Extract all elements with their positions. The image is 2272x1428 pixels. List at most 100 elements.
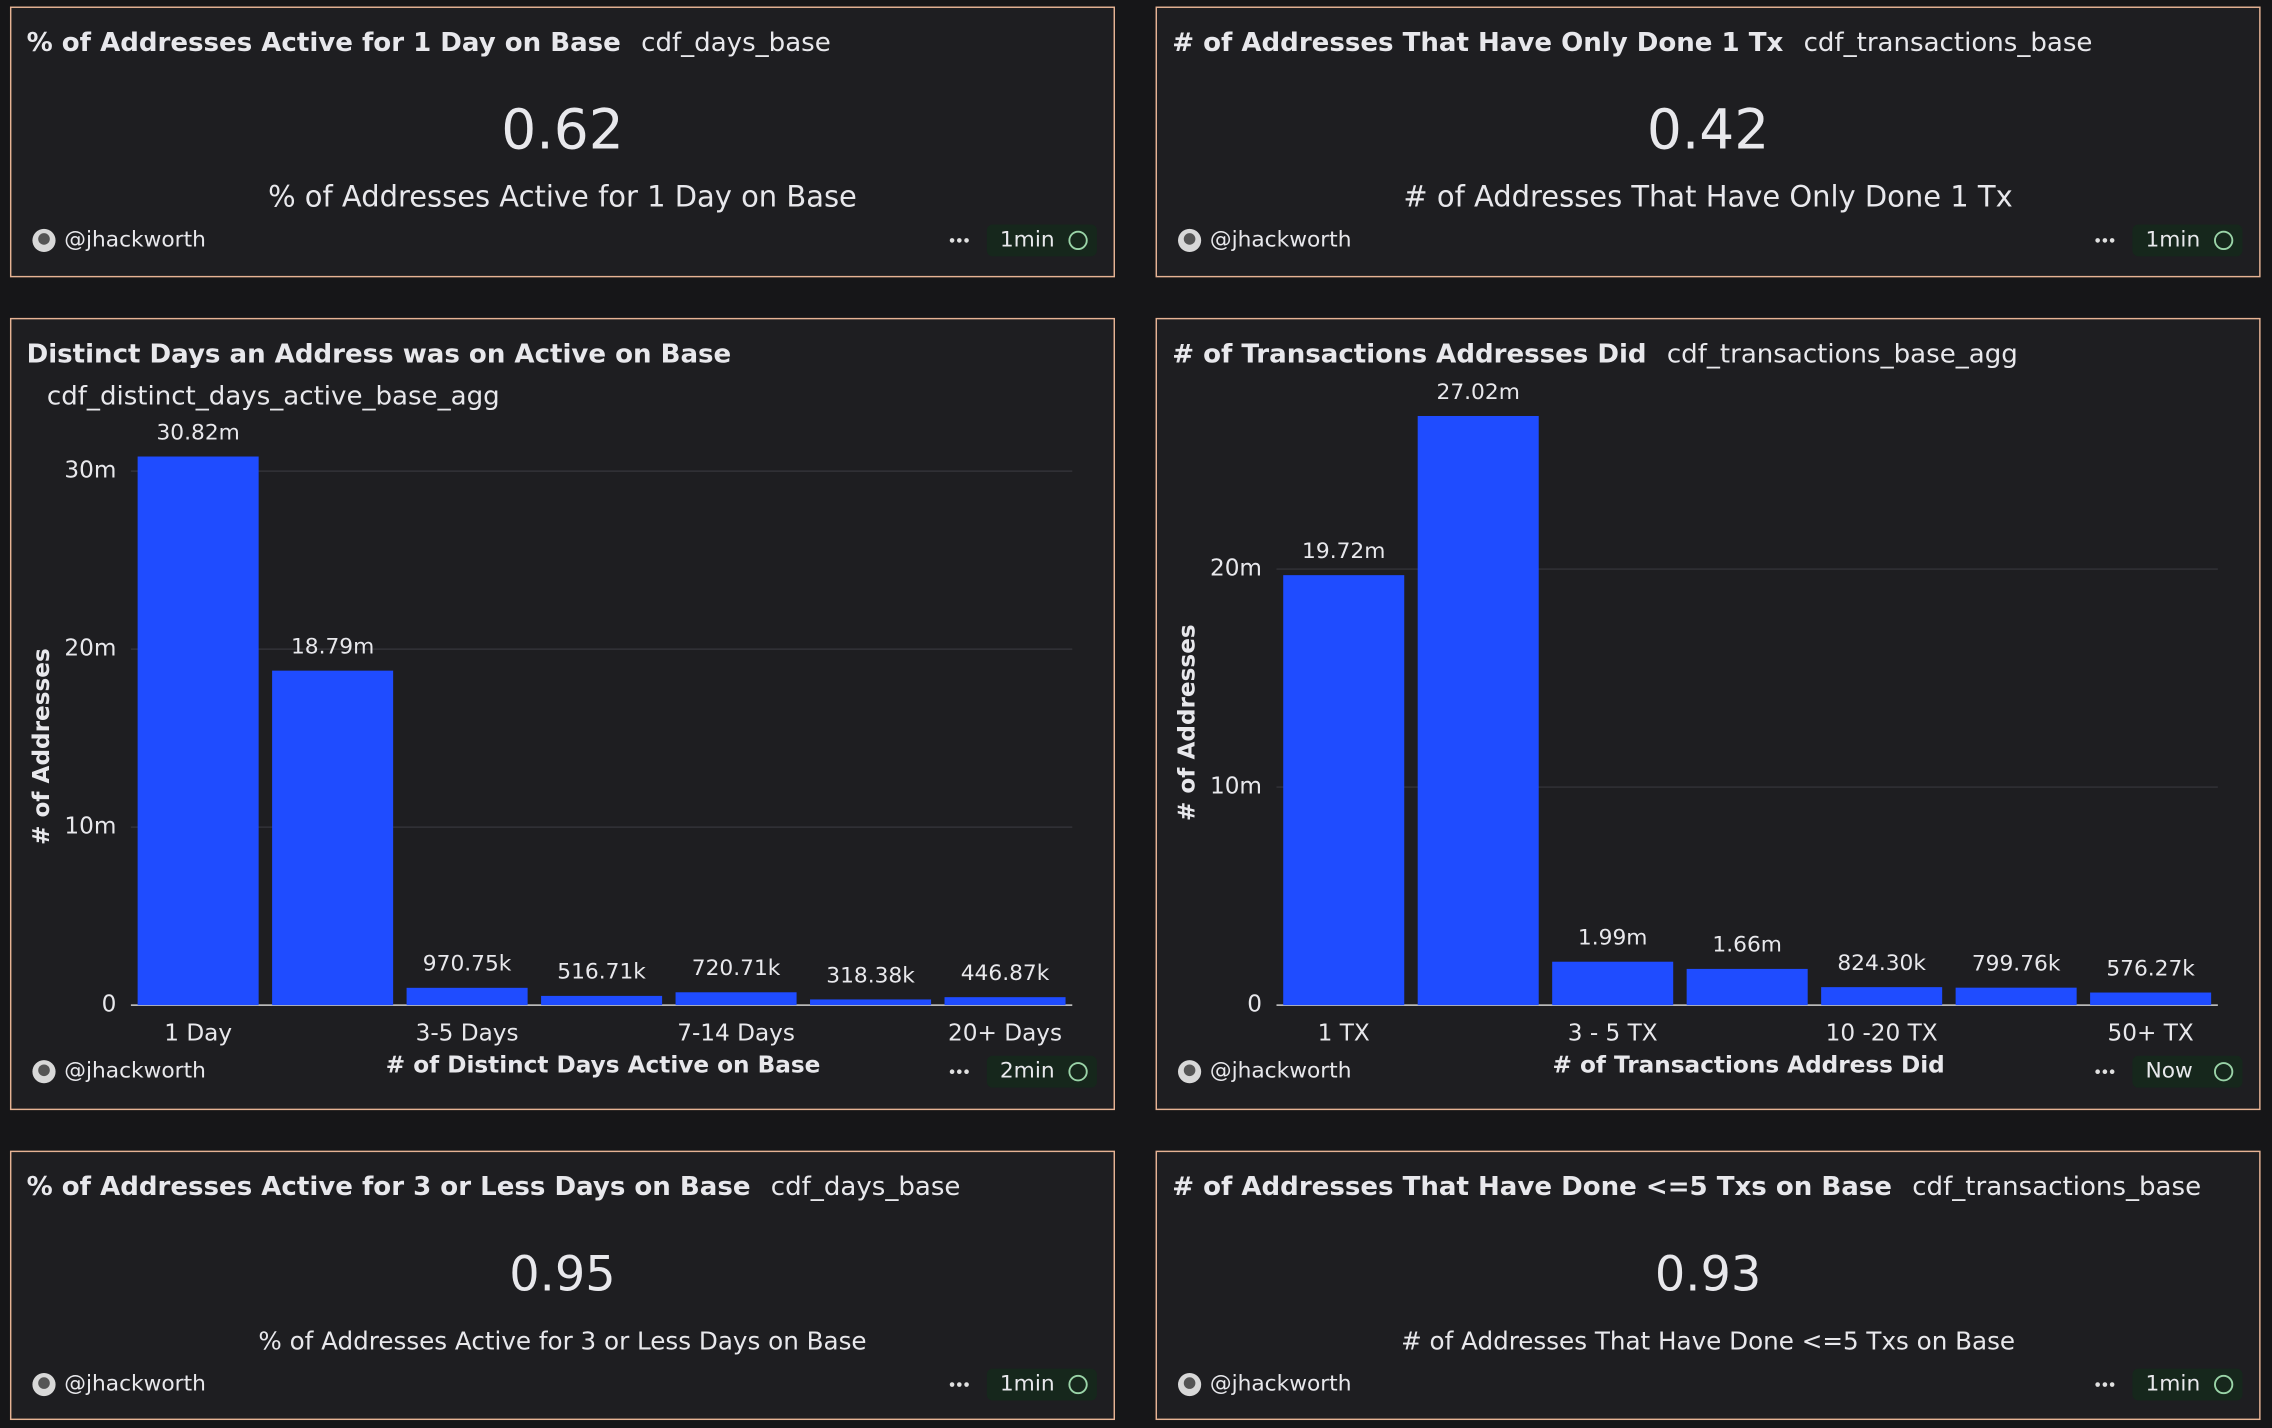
author: @jhackworth: [1210, 1059, 1352, 1084]
value-label: 720.71k: [692, 956, 781, 981]
more-dot: [2102, 1069, 2108, 1075]
avatar-face: [1183, 233, 1196, 245]
y-tick-label: 10m: [64, 813, 116, 840]
value-label: 516.71k: [557, 960, 646, 985]
x-tick-label: 20+ Days: [948, 1020, 1062, 1047]
value-label: 27.02m: [1437, 380, 1520, 405]
y-tick-label: 0: [1247, 991, 1262, 1018]
widget-title: # of Addresses That Have Only Done 1 Tx: [1172, 28, 1783, 58]
refresh-badge[interactable]: [986, 1055, 1097, 1088]
refresh-badge[interactable]: [986, 1368, 1097, 1401]
more-dot: [2109, 1069, 2115, 1075]
author: @jhackworth: [64, 1372, 206, 1397]
x-tick-label: 50+ TX: [2107, 1020, 2193, 1047]
bar: [541, 995, 663, 1006]
x-tick-label: 7-14 Days: [677, 1020, 795, 1047]
more-dot: [949, 1382, 955, 1387]
refresh-time: 2min: [1000, 1059, 1055, 1084]
widget-title: # of Addresses That Have Done <=5 Txs on…: [1172, 1172, 1892, 1202]
y-tick-label: 0: [102, 991, 117, 1018]
value-label: 19.72m: [1302, 539, 1385, 564]
refresh-badge[interactable]: [2132, 1055, 2243, 1088]
avatar-face: [38, 233, 50, 245]
x-axis-label: # of Distinct Days Active on Base: [386, 1051, 821, 1078]
x-tick-label: 1 TX: [1318, 1020, 1370, 1047]
refresh-time: 1min: [2145, 227, 2200, 252]
refresh-time: 1min: [2145, 1372, 2200, 1397]
bar: [1955, 987, 2077, 1006]
y-tick-label: 30m: [64, 457, 116, 484]
counter-value: 0.93: [1655, 1247, 1761, 1302]
panel: [9, 6, 1115, 278]
value-label: 970.75k: [423, 952, 512, 977]
value-label: 446.87k: [961, 961, 1050, 986]
x-tick-label: 3-5 Days: [416, 1020, 519, 1047]
more-dot: [949, 238, 955, 243]
avatar-face: [38, 1064, 50, 1077]
bar: [2090, 992, 2212, 1006]
y-axis-label: # of Addresses: [1174, 624, 1201, 821]
refresh-badge[interactable]: [986, 224, 1097, 257]
query-name: cdf_days_base: [641, 28, 831, 58]
refresh-badge[interactable]: [2132, 224, 2243, 257]
value-label: 30.82m: [156, 420, 239, 445]
y-tick-label: 20m: [1210, 555, 1262, 582]
author: @jhackworth: [1210, 227, 1352, 252]
refresh-check: [2214, 1062, 2234, 1082]
value-label: 799.76k: [1972, 951, 2061, 976]
counter-value: 0.62: [501, 97, 624, 161]
x-axis-label: # of Transactions Address Did: [1553, 1051, 1945, 1078]
more-dot: [956, 1069, 962, 1075]
avatar-face: [1183, 1064, 1196, 1077]
bar: [1821, 987, 1943, 1006]
bar: [1283, 575, 1405, 1006]
query-name: cdf_days_base: [771, 1172, 961, 1202]
refresh-check: [2214, 230, 2234, 251]
x-tick-label: 10 -20 TX: [1826, 1020, 1938, 1047]
bar: [137, 456, 259, 1006]
refresh-time: 1min: [1000, 227, 1055, 252]
more-dot: [2102, 238, 2108, 243]
query-name: cdf_distinct_days_active_base_agg: [47, 381, 500, 411]
bar: [272, 670, 394, 1006]
value-label: 18.79m: [291, 634, 374, 659]
refresh-badge[interactable]: [2132, 1368, 2243, 1401]
widget-title: # of Transactions Addresses Did: [1172, 339, 1646, 369]
y-tick-label: 20m: [64, 635, 116, 662]
author: @jhackworth: [1210, 1372, 1352, 1397]
more-dot: [2095, 238, 2100, 243]
refresh-check: [1068, 1062, 1088, 1082]
more-dot: [964, 1382, 969, 1387]
query-name: cdf_transactions_base: [1912, 1172, 2201, 1202]
y-axis-label: # of Addresses: [28, 648, 55, 845]
bar: [1686, 968, 1808, 1006]
more-dot: [956, 238, 962, 243]
more-dot: [956, 1382, 962, 1387]
x-tick-label: 3 - 5 TX: [1568, 1020, 1658, 1047]
refresh-check: [2214, 1374, 2234, 1395]
more-dot: [2095, 1382, 2100, 1387]
avatar-face: [1183, 1377, 1196, 1389]
value-label: 824.30k: [1837, 951, 1926, 976]
bar: [944, 997, 1066, 1006]
more-dot: [964, 238, 969, 243]
widget-title: Distinct Days an Address was on Active o…: [27, 339, 732, 369]
more-dot: [2109, 1382, 2115, 1387]
refresh-time: 1min: [1000, 1372, 1055, 1397]
widget-title: % of Addresses Active for 1 Day on Base: [27, 28, 621, 58]
author: @jhackworth: [64, 1059, 206, 1084]
more-dot: [2095, 1069, 2100, 1075]
panel: [9, 1150, 1115, 1421]
bar: [406, 987, 528, 1006]
bar: [1552, 961, 1674, 1006]
value-label: 1.99m: [1578, 926, 1648, 951]
panel: [1155, 6, 2261, 278]
value-label: 576.27k: [2106, 956, 2195, 981]
panel: [1155, 1150, 2261, 1421]
author: @jhackworth: [64, 227, 206, 252]
more-dot: [949, 1069, 955, 1075]
counter-value: 0.42: [1647, 97, 1770, 161]
query-name: cdf_transactions_base: [1804, 28, 2093, 58]
counter-label: # of Addresses That Have Done <=5 Txs on…: [1401, 1327, 2015, 1356]
